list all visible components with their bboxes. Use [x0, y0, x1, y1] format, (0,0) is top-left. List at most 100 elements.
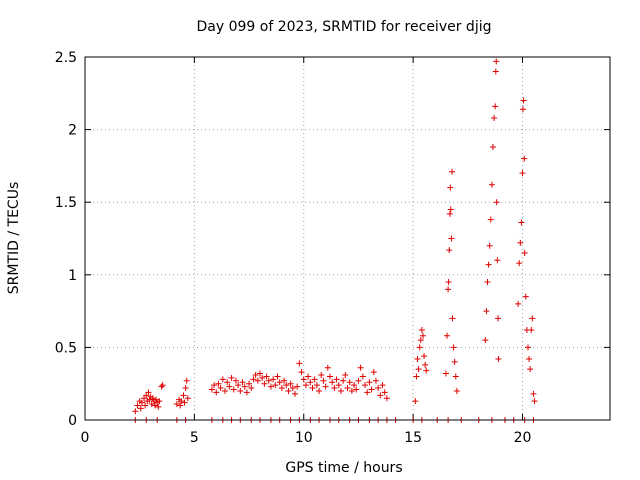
data-point-SRMTID — [370, 369, 377, 376]
data-point-SRMTID — [413, 373, 420, 380]
data-point-SRMTID — [287, 380, 294, 387]
data-point-SRMTID — [416, 344, 423, 351]
data-point-SRMTID — [132, 408, 139, 415]
data-point-SRMTID — [368, 386, 375, 393]
data-point-SRMTID — [145, 389, 152, 396]
data-point-SRMTID — [134, 402, 141, 409]
data-point-SRMTID — [300, 376, 307, 383]
data-point-SRMTID — [515, 300, 522, 307]
data-point-SRMTID — [241, 383, 248, 390]
data-point-SRMTID — [137, 405, 144, 412]
data-point-SRMTID — [309, 385, 316, 392]
data-point-SRMTID — [450, 344, 457, 351]
data-point-SRMTID — [239, 379, 246, 386]
data-point-SRMTID — [355, 377, 362, 384]
data-point-SRMTID — [362, 382, 368, 389]
data-point-SRMTID — [530, 390, 537, 397]
data-point-SRMTID — [447, 206, 454, 213]
data-point-SRMTID — [421, 353, 428, 360]
data-point-SRMTID — [182, 385, 189, 392]
data-point-SRMTID — [449, 315, 456, 322]
data-point-SRMTID — [372, 377, 379, 384]
data-point-SRMTID — [522, 293, 529, 300]
x-tick-label: 20 — [514, 430, 532, 446]
data-point-SRMTID — [375, 385, 382, 392]
data-point-SRMTID — [272, 382, 279, 389]
data-point-SRMTID — [226, 383, 233, 390]
x-tick-label: 15 — [404, 430, 422, 446]
data-point-SRMTID — [142, 402, 149, 409]
data-point-SRMTID — [516, 260, 523, 267]
data-point-SRMTID — [442, 370, 449, 377]
y-axis-label: SRMTID / TECUs — [6, 182, 22, 295]
y-tick-label: 1.5 — [55, 195, 77, 211]
data-point-SRMTID — [346, 379, 353, 386]
data-point-SRMTID — [444, 332, 451, 339]
data-point-SRMTID — [252, 371, 259, 378]
data-point-SRMTID — [318, 371, 325, 378]
data-point-SRMTID — [485, 261, 492, 268]
data-point-SRMTID — [446, 210, 453, 217]
data-point-SRMTID — [494, 257, 501, 264]
data-point-SRMTID — [274, 373, 281, 380]
data-point-SRMTID — [483, 308, 490, 315]
data-point-SRMTID — [364, 389, 371, 396]
data-point-SRMTID — [487, 216, 494, 223]
data-point-SRMTID — [224, 379, 231, 386]
data-point-SRMTID — [495, 315, 501, 322]
y-tick-label: 0.5 — [55, 340, 77, 356]
data-point-SRMTID — [235, 382, 242, 389]
data-point-SRMTID — [381, 389, 388, 396]
data-point-SRMTID — [383, 395, 390, 402]
data-point-SRMTID — [445, 286, 452, 293]
y-tick-label: 0 — [68, 413, 77, 429]
data-point-SRMTID — [316, 387, 323, 394]
data-point-SRMTID — [415, 366, 422, 373]
data-point-SRMTID — [340, 377, 347, 384]
y-tick-label: 1 — [68, 268, 77, 284]
data-point-SRMTID — [520, 97, 527, 104]
data-point-SRMTID — [453, 387, 460, 394]
data-point-SRMTID — [215, 380, 222, 387]
data-point-SRMTID — [528, 326, 535, 333]
data-point-SRMTID — [281, 377, 288, 384]
data-point-SRMTID — [412, 398, 419, 405]
data-point-SRMTID — [184, 395, 191, 402]
data-point-SRMTID — [422, 361, 429, 368]
data-point-SRMTID — [213, 389, 220, 396]
data-point-SRMTID — [517, 239, 524, 246]
data-point-SRMTID — [329, 379, 336, 386]
data-point-SRMTID — [159, 382, 166, 389]
data-point-SRMTID — [265, 377, 272, 384]
data-point-SRMTID — [267, 383, 274, 390]
data-point-SRMTID — [526, 356, 533, 363]
data-point-SRMTID — [270, 376, 277, 383]
y-tick-label: 2 — [68, 123, 77, 139]
data-point-SRMTID — [331, 385, 338, 392]
data-point-SRMTID — [324, 364, 331, 371]
data-point-SRMTID — [491, 114, 498, 121]
data-point-SRMTID — [222, 387, 228, 394]
data-point-SRMTID — [527, 366, 534, 373]
plot-frame — [84, 56, 611, 421]
chart-title: Day 099 of 2023, SRMTID for receiver dji… — [197, 19, 492, 35]
data-point-SRMTID — [377, 392, 384, 399]
data-point-SRMTID — [344, 385, 351, 392]
data-point-SRMTID — [342, 371, 349, 378]
data-point-SRMTID — [181, 399, 188, 406]
data-point-SRMTID — [153, 396, 160, 403]
data-point-SRMTID — [446, 247, 453, 254]
data-point-SRMTID — [521, 250, 528, 257]
data-point-SRMTID — [518, 219, 525, 226]
data-point-SRMTID — [177, 402, 184, 409]
data-point-SRMTID — [452, 373, 459, 380]
data-point-SRMTID — [208, 386, 215, 393]
data-point-SRMTID — [353, 386, 360, 393]
data-point-SRMTID — [519, 106, 526, 113]
data-point-SRMTID — [183, 377, 190, 384]
points-layer — [132, 58, 538, 423]
x-tick-label: 10 — [295, 430, 313, 446]
data-point-SRMTID — [482, 337, 489, 344]
data-point-SRMTID — [489, 144, 496, 151]
